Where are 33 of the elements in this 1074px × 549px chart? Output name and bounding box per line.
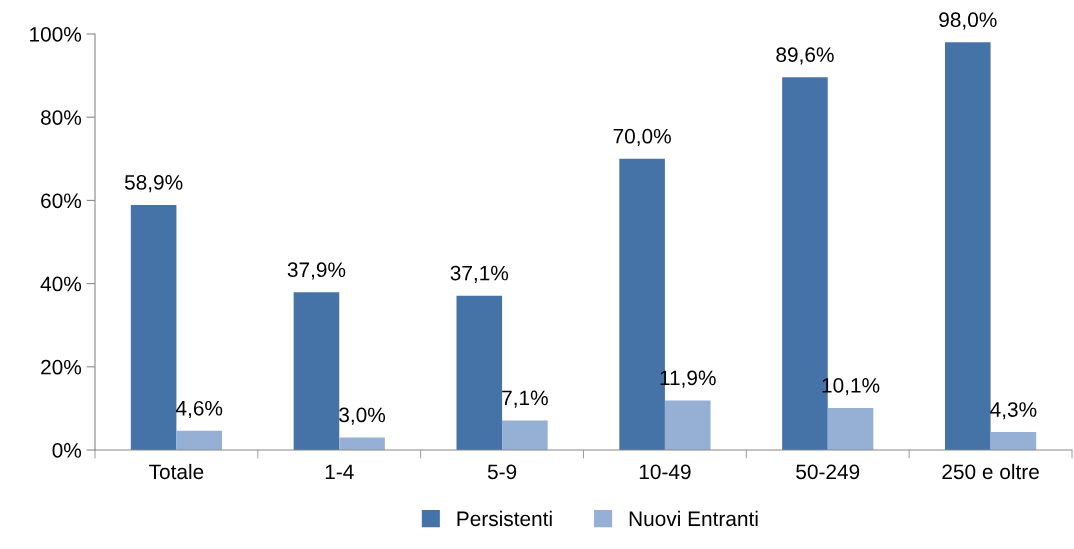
y-tick-label: 100% [30, 27, 82, 42]
bar [456, 295, 503, 450]
x-tick-label: 5-9 [487, 464, 517, 480]
data-label: 3,0% [339, 407, 386, 425]
x-tick-label: 1-4 [325, 464, 354, 479]
legend-label: Persistenti [457, 510, 552, 527]
y-tick-label: 20% [41, 359, 82, 375]
data-label: 7,1% [502, 390, 548, 408]
bar [990, 432, 1037, 450]
x-tick-label: 10-49 [639, 464, 691, 480]
bar [176, 430, 223, 450]
data-label: 37,1% [450, 265, 509, 283]
bar [293, 292, 340, 450]
data-label: 37,9% [287, 262, 346, 280]
data-label: 4,3% [990, 402, 1037, 420]
legend-label: Nuovi Entranti [629, 510, 758, 527]
bar [664, 400, 711, 450]
y-tick-label: 60% [41, 193, 82, 209]
bar [944, 42, 991, 450]
bar [130, 204, 177, 450]
bar [502, 420, 548, 450]
data-label: 70,0% [613, 128, 671, 147]
data-label: 98,0% [939, 12, 997, 30]
y-tick-label: 80% [41, 110, 82, 125]
y-tick-label: 0% [52, 443, 82, 458]
x-tick-label: 50-249 [796, 464, 860, 480]
y-tick-label: 40% [40, 276, 82, 292]
data-label: 58,9% [124, 174, 183, 193]
data-label: 4,6% [175, 400, 223, 419]
x-tick-label: Totale [149, 463, 204, 480]
x-tick-label: 250 e oltre [942, 463, 1039, 480]
data-label: 89,6% [776, 47, 834, 65]
bar [827, 407, 874, 450]
